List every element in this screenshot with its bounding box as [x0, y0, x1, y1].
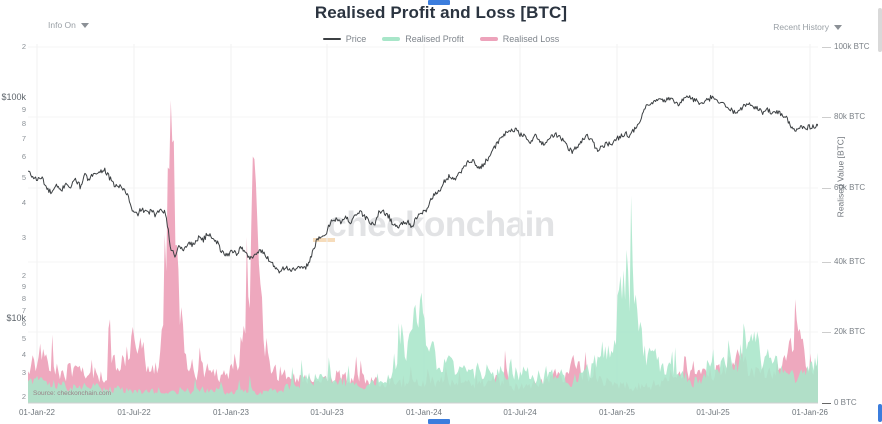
- page-title: Realised Profit and Loss [BTC]: [314, 3, 568, 22]
- legend-swatch-icon: [479, 37, 498, 41]
- realised-profit-path: [28, 195, 818, 403]
- y-axis-right-tick: 60k BTC: [834, 183, 866, 192]
- history-dropdown[interactable]: Recent History: [773, 22, 842, 32]
- y-axis-right-tickmark: [822, 262, 831, 263]
- chevron-down-icon: [80, 22, 89, 28]
- y-axis-right-tickmark: [822, 332, 831, 333]
- y-axis-left-tick: $100k: [1, 92, 26, 102]
- chart-svg: [28, 44, 818, 404]
- y-axis-left-tick: 5: [21, 334, 26, 343]
- scrollbar-nub-bottom[interactable]: [428, 419, 450, 424]
- scrollbar-nub-top[interactable]: [428, 0, 450, 5]
- y-axis-left-tick: 8: [21, 294, 26, 303]
- x-axis-tick: 01-Jul-23: [310, 408, 344, 417]
- chevron-down-icon: [834, 24, 842, 30]
- x-axis-tick: 01-Jan-23: [212, 408, 250, 417]
- y-axis-left-tick: 7: [21, 134, 26, 143]
- x-axis-tick: 01-Jul-25: [696, 408, 730, 417]
- legend-item-price[interactable]: Price: [322, 34, 367, 44]
- y-axis-right-tick: 80k BTC: [834, 112, 866, 121]
- y-axis-right-title: Realised Value [BTC]: [835, 136, 846, 218]
- y-axis-left-tick: $10k: [6, 313, 26, 323]
- y-axis-left-tick: 5: [21, 173, 26, 182]
- price-line-path: [28, 94, 818, 274]
- x-axis-tick: 01-Jul-24: [503, 408, 537, 417]
- y-axis-left-tick: 2: [21, 42, 26, 51]
- legend-item-realised-loss[interactable]: Realised Loss: [479, 34, 560, 44]
- legend-label: Price: [345, 34, 367, 44]
- y-axis-right-tick: 20k BTC: [834, 327, 866, 336]
- scrollbar-track-right[interactable]: [878, 8, 882, 52]
- x-axis-labels: 01-Jan-22 01-Jul-22 01-Jan-23 01-Jul-23 01-J…: [0, 406, 882, 422]
- y-axis-right-tick: 40k BTC: [834, 257, 866, 266]
- y-axis-left-tick: 6: [21, 319, 26, 328]
- y-axis-left-tick: 7: [21, 306, 26, 315]
- y-axis-right-tickmark: [822, 188, 831, 189]
- y-axis-right-tickmark: [822, 403, 831, 404]
- legend-swatch-icon: [382, 37, 401, 41]
- x-axis-tick: 01-Jan-25: [598, 408, 636, 417]
- y-axis-left-tick: 2: [21, 271, 26, 280]
- y-axis-right-tickmark: [822, 117, 831, 118]
- legend-swatch-icon: [322, 38, 341, 40]
- price-line: [28, 94, 818, 274]
- history-dropdown-label: Recent History: [773, 22, 829, 32]
- y-axis-right-tickmark: [822, 47, 831, 48]
- x-axis-tick: 01-Jul-22: [117, 408, 151, 417]
- chart-legend: Price Realised Profit Realised Loss: [0, 34, 882, 44]
- info-dropdown[interactable]: Info On: [48, 20, 89, 30]
- y-axis-left-tick: 2: [21, 392, 26, 401]
- legend-label: Realised Profit: [405, 34, 464, 44]
- y-axis-right-tick: 0 BTC: [834, 398, 857, 407]
- y-axis-left-tick: 4: [21, 350, 26, 359]
- y-axis-left-tick: 8: [21, 119, 26, 128]
- y-axis-left-tick: 4: [21, 198, 26, 207]
- y-axis-right-tick: 100k BTC: [834, 42, 870, 51]
- y-axis-left-tick: 9: [21, 282, 26, 291]
- info-dropdown-label: Info On: [48, 20, 76, 30]
- scrollbar-thumb-right[interactable]: [878, 404, 882, 422]
- x-axis-tick: 01-Jan-24: [405, 408, 443, 417]
- x-axis-tick: 01-Jan-22: [18, 408, 56, 417]
- legend-item-realised-profit[interactable]: Realised Profit: [382, 34, 464, 44]
- y-axis-left-tick: 3: [21, 368, 26, 377]
- plot-area[interactable]: [28, 44, 818, 404]
- y-axis-left-tick: 3: [21, 233, 26, 242]
- x-axis-tick: 01-Jan-26: [791, 408, 829, 417]
- legend-label: Realised Loss: [502, 34, 560, 44]
- y-axis-left-tick: 6: [21, 152, 26, 161]
- realised-profit-area: [28, 195, 818, 403]
- y-axis-left-tick: 9: [21, 105, 26, 114]
